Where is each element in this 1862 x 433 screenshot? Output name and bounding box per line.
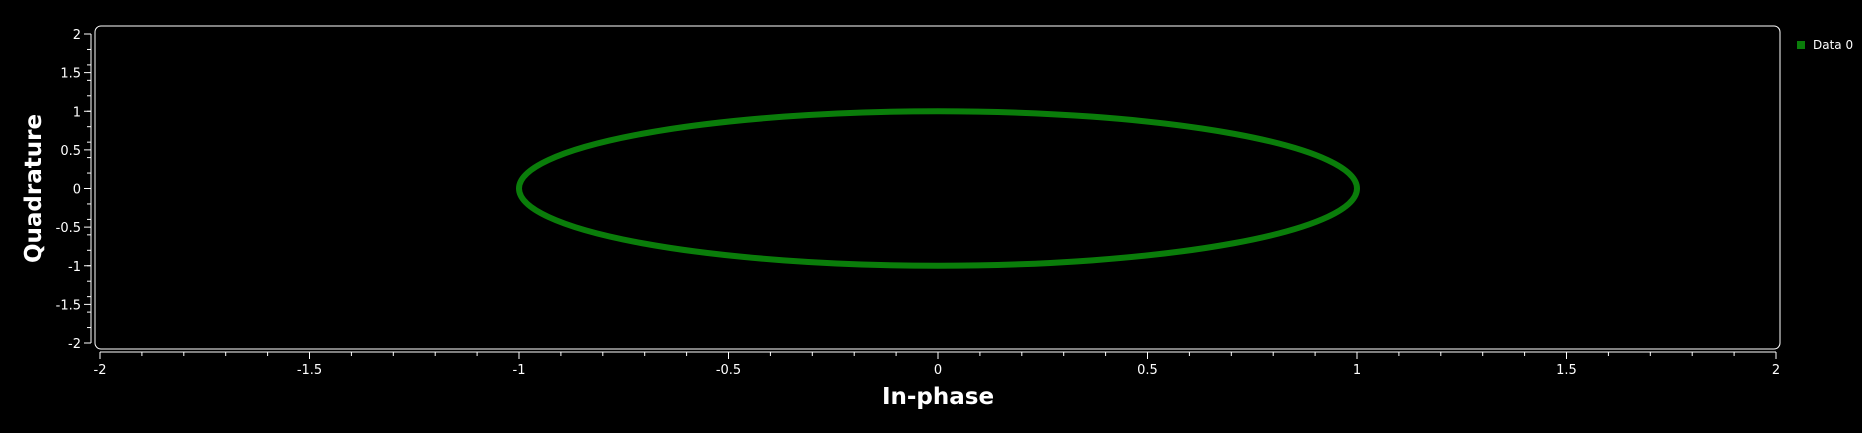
series-data-0-trace bbox=[516, 108, 1360, 269]
y-tick-label: 0.5 bbox=[60, 144, 81, 159]
legend-label-data-0: Data 0 bbox=[1813, 38, 1853, 52]
legend-swatch-data-0 bbox=[1797, 41, 1805, 49]
series-layer bbox=[516, 108, 1360, 269]
x-tick-label: 1.5 bbox=[1556, 363, 1577, 378]
x-tick-label: -1.5 bbox=[297, 363, 322, 378]
x-axis: -2 -1.5 -1 -0.5 0 0.5 1 1.5 2 bbox=[94, 351, 1780, 378]
y-axis: 2 1.5 1 0.5 0 -0.5 -1 -1.5 -2 bbox=[56, 28, 92, 352]
y-tick-label: 0 bbox=[73, 183, 81, 198]
x-tick-label: -0.5 bbox=[716, 363, 741, 378]
y-tick-label: -1 bbox=[68, 260, 81, 275]
x-tick-label: 1 bbox=[1353, 363, 1361, 378]
x-tick-label: 0 bbox=[934, 363, 942, 378]
x-tick-label: 2 bbox=[1772, 363, 1780, 378]
x-tick-label: -1 bbox=[513, 363, 526, 378]
x-tick-label: -2 bbox=[94, 363, 107, 378]
x-axis-title: In-phase bbox=[882, 384, 994, 410]
y-tick-label: -2 bbox=[68, 337, 81, 352]
y-tick-label: -1.5 bbox=[56, 298, 81, 313]
y-tick-label: 1.5 bbox=[60, 67, 81, 82]
y-tick-label: 1 bbox=[73, 105, 81, 120]
x-tick-label: 0.5 bbox=[1137, 363, 1158, 378]
legend: Data 0 bbox=[1797, 38, 1853, 52]
y-tick-label: -0.5 bbox=[56, 221, 81, 236]
plot-area-frame bbox=[94, 25, 1781, 350]
y-tick-label: 2 bbox=[73, 28, 81, 43]
y-axis-title: Quadrature bbox=[21, 114, 47, 263]
